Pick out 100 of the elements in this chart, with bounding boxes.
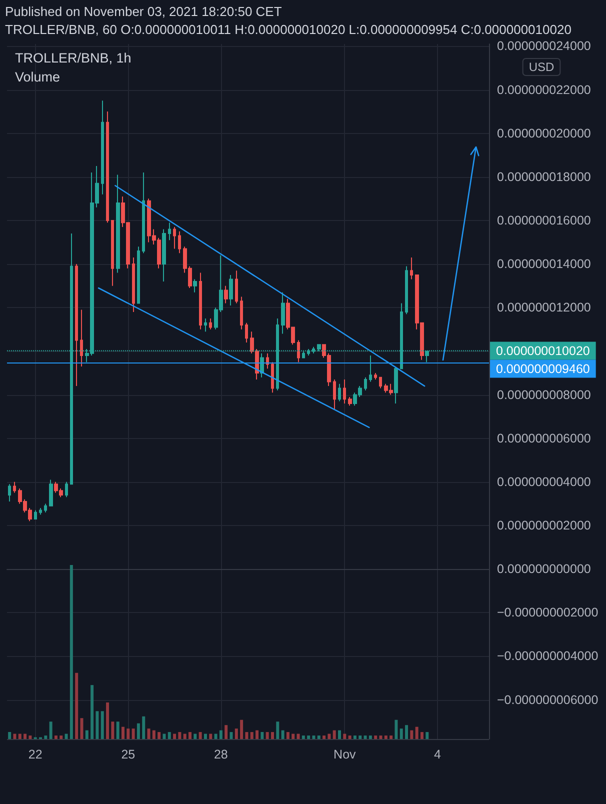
candlestick: [374, 372, 377, 380]
bar: [214, 734, 218, 739]
candlestick: [348, 396, 352, 406]
candlestick: [111, 220, 114, 286]
y-tick-label: −0.000000006000: [497, 692, 598, 707]
candlestick: [13, 481, 16, 494]
bar: [158, 732, 161, 739]
candlestick: [162, 228, 166, 282]
bar: [168, 732, 171, 739]
chart-title: Volume: [15, 70, 60, 84]
bar: [234, 728, 238, 739]
bar: [147, 728, 150, 739]
x-tick-label: 22: [28, 748, 42, 762]
bar: [332, 730, 336, 739]
bar: [405, 725, 408, 739]
candlestick: [173, 226, 176, 250]
candlestick: [101, 100, 104, 195]
bar: [60, 736, 63, 739]
bar: [8, 732, 12, 739]
candlestick: [137, 246, 140, 304]
bar: [188, 732, 192, 739]
bar: [24, 734, 27, 739]
bar: [219, 730, 222, 739]
candlestick: [80, 309, 83, 367]
bar: [240, 720, 244, 739]
text: Published on November 03, 2021 18:20:50 CET: [5, 4, 282, 19]
bar: [121, 726, 124, 739]
bar: [368, 736, 372, 739]
bar: [142, 716, 146, 739]
candlestick: [204, 318, 207, 332]
bar: [126, 728, 130, 739]
x-tick-label: 25: [121, 748, 136, 762]
bar: [394, 720, 398, 739]
bar: [328, 734, 331, 739]
y-tick-label: 0.000000018000: [497, 170, 591, 184]
ref-line-label: 0.000000010020: [496, 344, 590, 358]
text: TROLLER/BNB, 1h: [15, 50, 132, 66]
candlestick: [49, 479, 53, 506]
candlestick: [168, 222, 171, 241]
bar: [317, 736, 320, 739]
bar: [28, 736, 32, 739]
bar: [307, 736, 310, 739]
bar: [358, 736, 362, 739]
bar: [178, 732, 182, 739]
bar: [111, 722, 114, 739]
x-tick-label: Nov: [334, 748, 357, 762]
text: TROLLER/BNB, 60 O:0.000000010011 H:0.000000010020 L:0.000000009954 C:0.000000010020: [5, 22, 572, 37]
y-tick-label: 0.000000006000: [497, 431, 591, 446]
candlestick: [338, 383, 341, 402]
candlestick: [34, 510, 37, 520]
candlestick: [178, 230, 181, 254]
bar: [353, 736, 356, 739]
candlestick: [8, 484, 11, 502]
bar: [132, 728, 135, 739]
candlestick: [235, 270, 238, 304]
bar: [343, 734, 346, 739]
candlestick: [271, 362, 274, 394]
y-tick-label: 0.000000016000: [497, 213, 591, 228]
y-tick-label: 0.000000020000: [497, 126, 591, 140]
bar: [75, 672, 78, 739]
candlestick: [39, 508, 42, 516]
bar: [70, 565, 73, 739]
candlestick: [44, 503, 47, 513]
y-tick-label: 0.000000000000: [497, 562, 591, 576]
bar: [400, 728, 403, 739]
bar: [296, 734, 300, 739]
bar: [270, 732, 274, 739]
bar: [374, 736, 378, 739]
bar: [209, 734, 212, 739]
bar: [415, 726, 418, 739]
bar: [18, 734, 22, 739]
bar: [13, 734, 16, 739]
bar: [152, 730, 156, 739]
bar: [198, 732, 202, 739]
y-tick-label: 0.000000004000: [497, 474, 591, 489]
bar: [90, 685, 94, 739]
ref-line-label: 0.000000009460: [496, 362, 590, 376]
y-tick-label: 0.000000008000: [497, 388, 591, 402]
candlestick: [240, 296, 243, 330]
bar: [276, 722, 280, 739]
bar: [96, 711, 99, 739]
bar: [384, 736, 388, 739]
bar: [230, 732, 233, 739]
y-tick-label: −0.000000002000: [497, 606, 598, 620]
bar: [266, 732, 269, 739]
candlestick: [333, 379, 336, 411]
bar: [312, 736, 316, 739]
candlestick: [106, 111, 109, 224]
candlestick: [250, 331, 254, 354]
bar: [136, 723, 140, 739]
bar: [80, 718, 84, 739]
candlestick: [297, 340, 300, 363]
y-tick-label: 0.000000022000: [497, 82, 591, 97]
candlestick: [193, 278, 197, 293]
y-axis-title: USD: [528, 60, 554, 74]
candlestick: [405, 266, 408, 315]
candlestick: [343, 379, 346, 404]
y-tick-label: 0.000000012000: [497, 300, 591, 315]
bar: [426, 732, 429, 739]
bar: [410, 730, 414, 739]
